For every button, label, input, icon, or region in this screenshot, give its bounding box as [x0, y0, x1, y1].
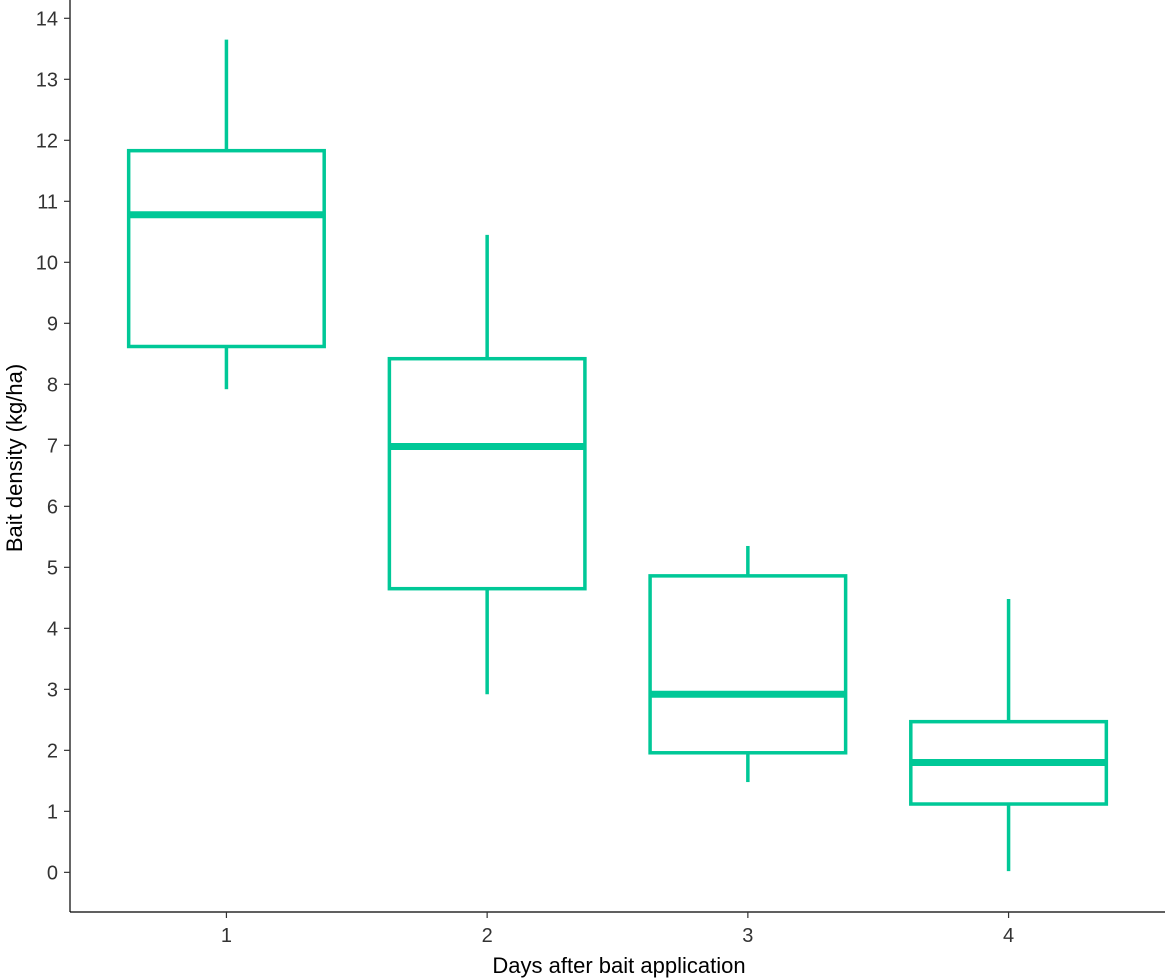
y-tick-label: 9: [47, 313, 58, 335]
y-tick-label: 5: [47, 557, 58, 579]
y-tick-label: 11: [37, 191, 58, 213]
y-tick-label: 14: [36, 8, 58, 30]
boxes-layer: [126, 39, 1109, 872]
iqr-box: [648, 574, 848, 755]
iqr-box: [387, 356, 587, 591]
y-tick-label: 0: [47, 862, 58, 884]
y-tick-label: 1: [47, 801, 58, 823]
box-day-4: [909, 599, 1109, 872]
x-tick-label: 4: [1003, 925, 1014, 947]
y-tick-label: 4: [47, 618, 58, 640]
iqr-box: [126, 148, 326, 349]
x-axis: 1 2 3 4: [70, 911, 1165, 947]
x-tick-label: 3: [742, 925, 753, 947]
x-tick-label: 1: [221, 925, 232, 947]
y-tick-label: 7: [47, 435, 58, 457]
box-day-1: [126, 39, 326, 390]
y-tick-label: 8: [47, 374, 58, 396]
x-axis-title: Days after bait application: [492, 953, 745, 978]
y-axis-title: Bait density (kg/ha): [2, 364, 27, 552]
box-day-2: [387, 234, 587, 695]
x-tick-label: 2: [482, 925, 493, 947]
y-tick-label: 12: [36, 130, 58, 152]
y-tick-label: 13: [36, 69, 58, 91]
y-tick-label: 10: [36, 252, 58, 274]
box-day-3: [648, 545, 848, 783]
y-tick-label: 3: [47, 679, 58, 701]
y-tick-label: 6: [47, 496, 58, 518]
y-tick-label: 2: [47, 740, 58, 762]
